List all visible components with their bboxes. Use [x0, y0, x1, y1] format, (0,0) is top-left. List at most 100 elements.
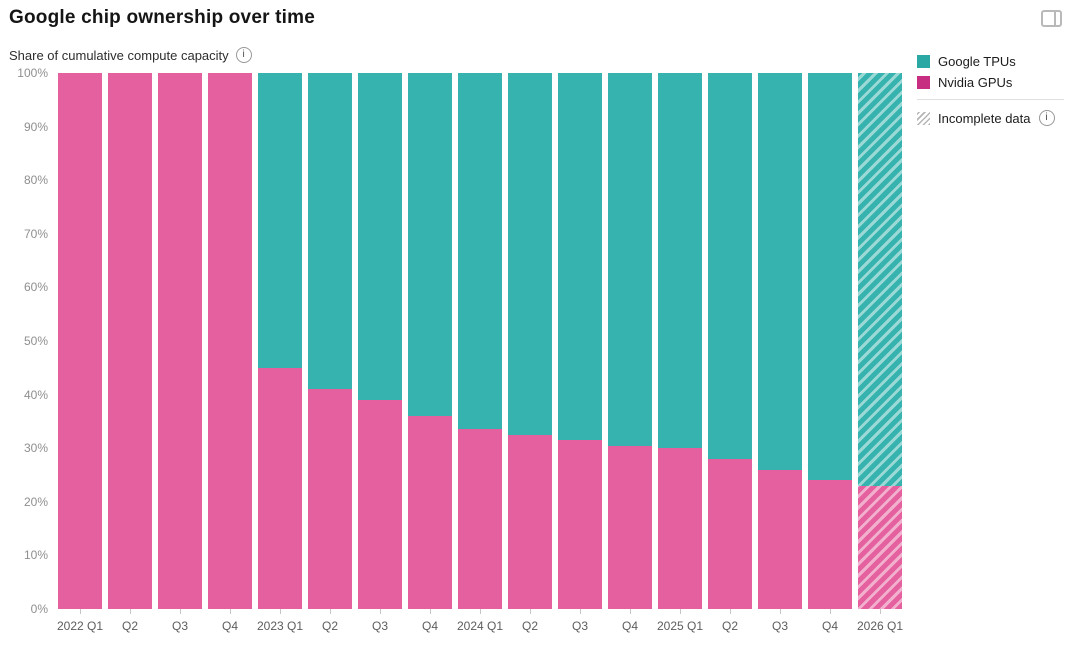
y-axis-tick-label: 70% [23, 226, 48, 241]
stacked-bar [558, 73, 602, 609]
stacked-bar [608, 73, 652, 609]
x-axis-tick-label: 2023 Q1 [256, 619, 304, 633]
x-axis-tick [280, 609, 281, 614]
bar-2024-q1[interactable]: 2024 Q1 [455, 73, 505, 633]
segment-nvidia-gpus[interactable] [708, 458, 752, 609]
x-axis-tick [680, 609, 681, 614]
segment-nvidia-gpus[interactable] [158, 73, 202, 609]
y-axis-tick-label: 20% [23, 494, 48, 509]
legend-item-google-tpus[interactable]: Google TPUs [917, 54, 1064, 69]
info-icon[interactable]: i [235, 47, 252, 63]
segment-nvidia-gpus[interactable] [258, 367, 302, 609]
segment-google-tpus[interactable] [608, 73, 652, 446]
y-axis-tick-label: 100% [17, 66, 48, 80]
bar-q2[interactable]: Q2 [105, 73, 155, 633]
legend: Google TPUs Nvidia GPUs Incomplete data … [917, 54, 1064, 132]
segment-nvidia-gpus[interactable] [208, 73, 252, 609]
segment-google-tpus[interactable] [758, 73, 802, 470]
stacked-bar [358, 73, 402, 609]
x-axis-tick [330, 609, 331, 614]
legend-swatch-nvidia-gpus [917, 76, 930, 89]
stacked-bar [308, 73, 352, 609]
segment-google-tpus[interactable] [558, 73, 602, 441]
bar-q4[interactable]: Q4 [405, 73, 455, 633]
x-axis-tick [180, 609, 181, 614]
bar-q4[interactable]: Q4 [205, 73, 255, 633]
segment-nvidia-gpus[interactable] [758, 469, 802, 609]
bar-2026-q1[interactable]: 2026 Q1 [855, 73, 905, 633]
y-axis-tick-label: 30% [23, 441, 48, 456]
segment-google-tpus[interactable] [308, 73, 352, 390]
segment-nvidia-gpus[interactable] [558, 440, 602, 609]
x-axis-tick [780, 609, 781, 614]
bar-q4[interactable]: Q4 [805, 73, 855, 633]
segment-google-tpus[interactable] [258, 73, 302, 368]
stacked-bar [808, 73, 852, 609]
segment-nvidia-gpus[interactable] [58, 73, 102, 609]
legend-label: Incomplete data [938, 110, 1031, 126]
page-title: Google chip ownership over time [9, 7, 316, 28]
segment-nvidia-gpus[interactable] [358, 399, 402, 609]
bar-q3[interactable]: Q3 [355, 73, 405, 633]
segment-google-tpus[interactable] [358, 73, 402, 400]
segment-nvidia-gpus[interactable] [608, 445, 652, 609]
segment-google-tpus[interactable] [408, 73, 452, 417]
legend-item-incomplete-data[interactable]: Incomplete data i [917, 110, 1064, 126]
bar-2022-q1[interactable]: 2022 Q1 [55, 73, 105, 633]
x-axis-tick-label: Q3 [171, 619, 188, 633]
stacked-bar [758, 73, 802, 609]
segment-google-tpus[interactable] [458, 73, 502, 430]
bar-q3[interactable]: Q3 [755, 73, 805, 633]
stacked-bar [208, 73, 252, 609]
segment-nvidia-gpus[interactable] [508, 434, 552, 609]
x-axis-tick-label: Q4 [621, 619, 638, 633]
segment-google-tpus[interactable] [708, 73, 752, 459]
x-axis-tick-label: Q4 [421, 619, 438, 633]
x-axis-tick [630, 609, 631, 614]
bar-q2[interactable]: Q2 [505, 73, 555, 633]
stacked-bar [108, 73, 152, 609]
legend-swatch-google-tpus [917, 55, 930, 68]
segment-google-tpus[interactable] [658, 73, 702, 449]
x-axis-tick-label: 2025 Q1 [656, 619, 704, 633]
legend-label: Google TPUs [938, 54, 1016, 69]
y-axis-tick-label: 10% [23, 548, 48, 563]
x-axis-tick-label: Q3 [571, 619, 588, 633]
legend-divider [917, 99, 1064, 100]
stacked-bar [458, 73, 502, 609]
bar-q2[interactable]: Q2 [705, 73, 755, 633]
segment-google-tpus[interactable] [808, 73, 852, 481]
incomplete-data-hatch-swatch [917, 111, 930, 125]
segment-nvidia-gpus[interactable] [108, 73, 152, 609]
segment-nvidia-gpus[interactable] [658, 448, 702, 609]
stacked-bar [508, 73, 552, 609]
legend-item-nvidia-gpus[interactable]: Nvidia GPUs [917, 75, 1064, 90]
y-axis-tick-label: 60% [23, 280, 48, 295]
bar-q3[interactable]: Q3 [555, 73, 605, 633]
stacked-bar [258, 73, 302, 609]
x-axis-tick [880, 609, 881, 614]
stacked-bar [158, 73, 202, 609]
bar-q3[interactable]: Q3 [155, 73, 205, 633]
y-axis-tick-label: 0% [30, 602, 48, 616]
info-icon[interactable]: i [1038, 110, 1055, 126]
segment-google-tpus[interactable] [508, 73, 552, 435]
x-axis-tick-label: Q2 [121, 619, 138, 633]
segment-nvidia-gpus[interactable] [458, 429, 502, 609]
x-axis-tick [480, 609, 481, 614]
segment-nvidia-gpus[interactable] [408, 416, 452, 609]
bar-q2[interactable]: Q2 [305, 73, 355, 633]
segment-google-tpus[interactable] [858, 73, 902, 486]
segment-nvidia-gpus[interactable] [808, 480, 852, 609]
bar-q4[interactable]: Q4 [605, 73, 655, 633]
segment-nvidia-gpus[interactable] [858, 485, 902, 609]
bar-2025-q1[interactable]: 2025 Q1 [655, 73, 705, 633]
bar-2023-q1[interactable]: 2023 Q1 [255, 73, 305, 633]
segment-nvidia-gpus[interactable] [308, 389, 352, 609]
x-axis-tick-label: Q3 [771, 619, 788, 633]
panel-toggle-icon[interactable] [1041, 10, 1062, 27]
y-axis-tick-label: 40% [23, 387, 48, 402]
x-axis-tick-label: 2024 Q1 [456, 619, 504, 633]
x-axis-tick [130, 609, 131, 614]
x-axis-tick-label: Q3 [371, 619, 388, 633]
